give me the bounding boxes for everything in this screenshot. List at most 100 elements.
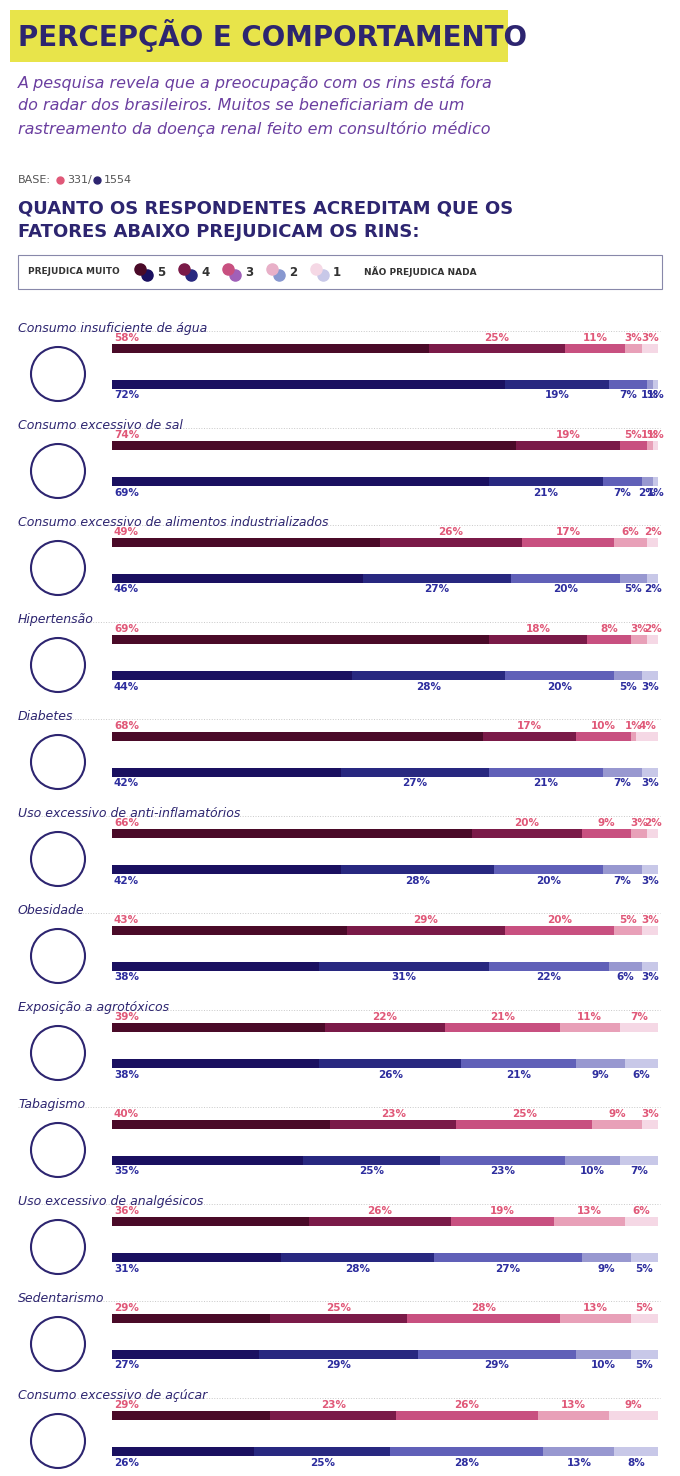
FancyBboxPatch shape [554,1218,625,1225]
Text: 23%: 23% [321,1401,345,1410]
FancyBboxPatch shape [614,1446,658,1455]
FancyBboxPatch shape [112,574,363,583]
FancyBboxPatch shape [112,1253,282,1262]
FancyBboxPatch shape [341,865,494,874]
Text: Consumo excessivo de sal: Consumo excessivo de sal [18,419,183,432]
Text: 20%: 20% [547,682,573,691]
FancyBboxPatch shape [647,635,658,644]
FancyBboxPatch shape [630,1351,658,1358]
Text: 29%: 29% [114,1303,139,1314]
FancyBboxPatch shape [560,1314,631,1322]
Text: 2%: 2% [644,624,662,635]
Text: 66%: 66% [114,818,139,828]
FancyBboxPatch shape [489,768,603,776]
Text: Obesidade: Obesidade [18,903,84,917]
Text: 26%: 26% [438,527,463,537]
FancyBboxPatch shape [619,441,647,450]
FancyBboxPatch shape [112,732,483,741]
FancyBboxPatch shape [505,925,614,934]
Text: 3%: 3% [641,1108,659,1119]
FancyBboxPatch shape [434,1253,581,1262]
Text: 5: 5 [157,266,165,279]
FancyBboxPatch shape [483,732,576,741]
FancyBboxPatch shape [112,1446,254,1455]
Text: 7%: 7% [630,1013,648,1021]
Text: 38%: 38% [114,1070,139,1079]
Text: 7%: 7% [613,487,632,497]
FancyBboxPatch shape [642,768,658,776]
Text: 3%: 3% [641,334,659,342]
FancyBboxPatch shape [647,379,653,388]
FancyBboxPatch shape [282,1253,434,1262]
Text: 21%: 21% [534,487,558,497]
Text: 69%: 69% [114,624,139,635]
Text: 2%: 2% [644,527,662,537]
Text: 3%: 3% [630,624,648,635]
Text: 7%: 7% [619,391,637,400]
FancyBboxPatch shape [18,255,662,289]
Text: 17%: 17% [556,527,581,537]
FancyBboxPatch shape [112,865,341,874]
Text: 5%: 5% [624,430,643,440]
Text: NÃO PREJUDICA NADA: NÃO PREJUDICA NADA [364,267,477,277]
Text: 20%: 20% [537,875,561,886]
Text: A pesquisa revela que a preocupação com os rins está fora
do radar dos brasileir: A pesquisa revela que a preocupação com … [18,75,493,137]
Text: 22%: 22% [373,1013,398,1021]
FancyBboxPatch shape [543,1446,614,1455]
FancyBboxPatch shape [630,635,647,644]
Text: 7%: 7% [613,778,632,788]
Text: 3%: 3% [641,875,659,886]
Text: Tabagismo: Tabagismo [18,1098,85,1111]
Text: 9%: 9% [597,818,615,828]
Text: 27%: 27% [114,1361,139,1371]
Text: 6%: 6% [616,973,634,983]
Text: 3: 3 [245,266,253,279]
FancyBboxPatch shape [112,1314,271,1322]
Text: 25%: 25% [484,334,509,342]
Text: 26%: 26% [378,1070,403,1079]
Text: 21%: 21% [534,778,558,788]
FancyBboxPatch shape [642,925,658,934]
Text: 1%: 1% [647,487,664,497]
FancyBboxPatch shape [330,1120,456,1129]
FancyBboxPatch shape [112,962,320,971]
Text: 27%: 27% [403,778,428,788]
Text: 9%: 9% [592,1070,609,1079]
FancyBboxPatch shape [576,1351,630,1358]
FancyBboxPatch shape [347,925,505,934]
FancyBboxPatch shape [619,1023,658,1032]
FancyBboxPatch shape [112,925,347,934]
FancyBboxPatch shape [581,1253,630,1262]
FancyBboxPatch shape [112,1351,260,1358]
Text: 9%: 9% [608,1108,626,1119]
Text: Consumo excessivo de açúcar: Consumo excessivo de açúcar [18,1389,207,1402]
FancyBboxPatch shape [631,732,636,741]
Text: 3%: 3% [641,682,659,691]
Text: 3%: 3% [641,973,659,983]
FancyBboxPatch shape [625,344,642,353]
Text: 72%: 72% [114,391,139,400]
Text: Diabetes: Diabetes [18,710,73,723]
Text: 13%: 13% [577,1206,602,1216]
Text: 5%: 5% [636,1263,653,1274]
Text: 6%: 6% [622,527,640,537]
FancyBboxPatch shape [576,1058,625,1067]
Text: 28%: 28% [416,682,441,691]
FancyBboxPatch shape [260,1351,418,1358]
FancyBboxPatch shape [112,537,379,546]
FancyBboxPatch shape [112,379,505,388]
FancyBboxPatch shape [473,830,581,837]
FancyBboxPatch shape [647,830,658,837]
Text: 42%: 42% [114,778,139,788]
Text: 5%: 5% [624,584,643,595]
Text: 1%: 1% [641,430,659,440]
FancyBboxPatch shape [587,635,630,644]
FancyBboxPatch shape [636,732,658,741]
FancyBboxPatch shape [428,344,565,353]
Text: 25%: 25% [359,1166,384,1176]
Text: Consumo excessivo de alimentos industrializados: Consumo excessivo de alimentos industria… [18,517,328,528]
FancyBboxPatch shape [653,441,658,450]
Text: 28%: 28% [345,1263,370,1274]
FancyBboxPatch shape [642,962,658,971]
FancyBboxPatch shape [642,865,658,874]
